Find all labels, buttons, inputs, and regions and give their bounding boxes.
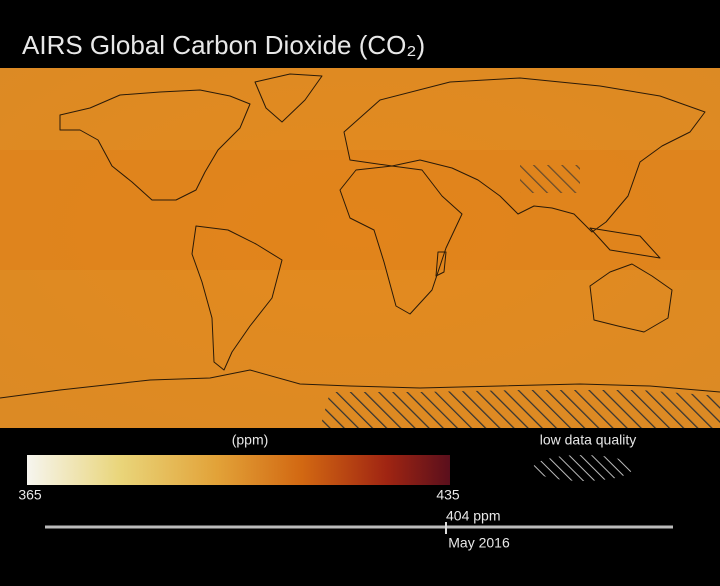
map [0, 68, 720, 428]
legend-label: low data quality [540, 432, 637, 448]
colorbar [27, 455, 450, 485]
title: AIRS Global Carbon Dioxide (CO₂) [22, 30, 425, 60]
colorbar-label: (ppm) [232, 432, 269, 448]
timeline-value: 404 ppm [446, 508, 500, 524]
timeline [45, 522, 673, 534]
timeline-date: May 2016 [448, 535, 510, 551]
colorbar-min: 365 [18, 487, 42, 503]
legend-swatch [533, 455, 633, 481]
colorbar-max: 435 [436, 487, 460, 503]
